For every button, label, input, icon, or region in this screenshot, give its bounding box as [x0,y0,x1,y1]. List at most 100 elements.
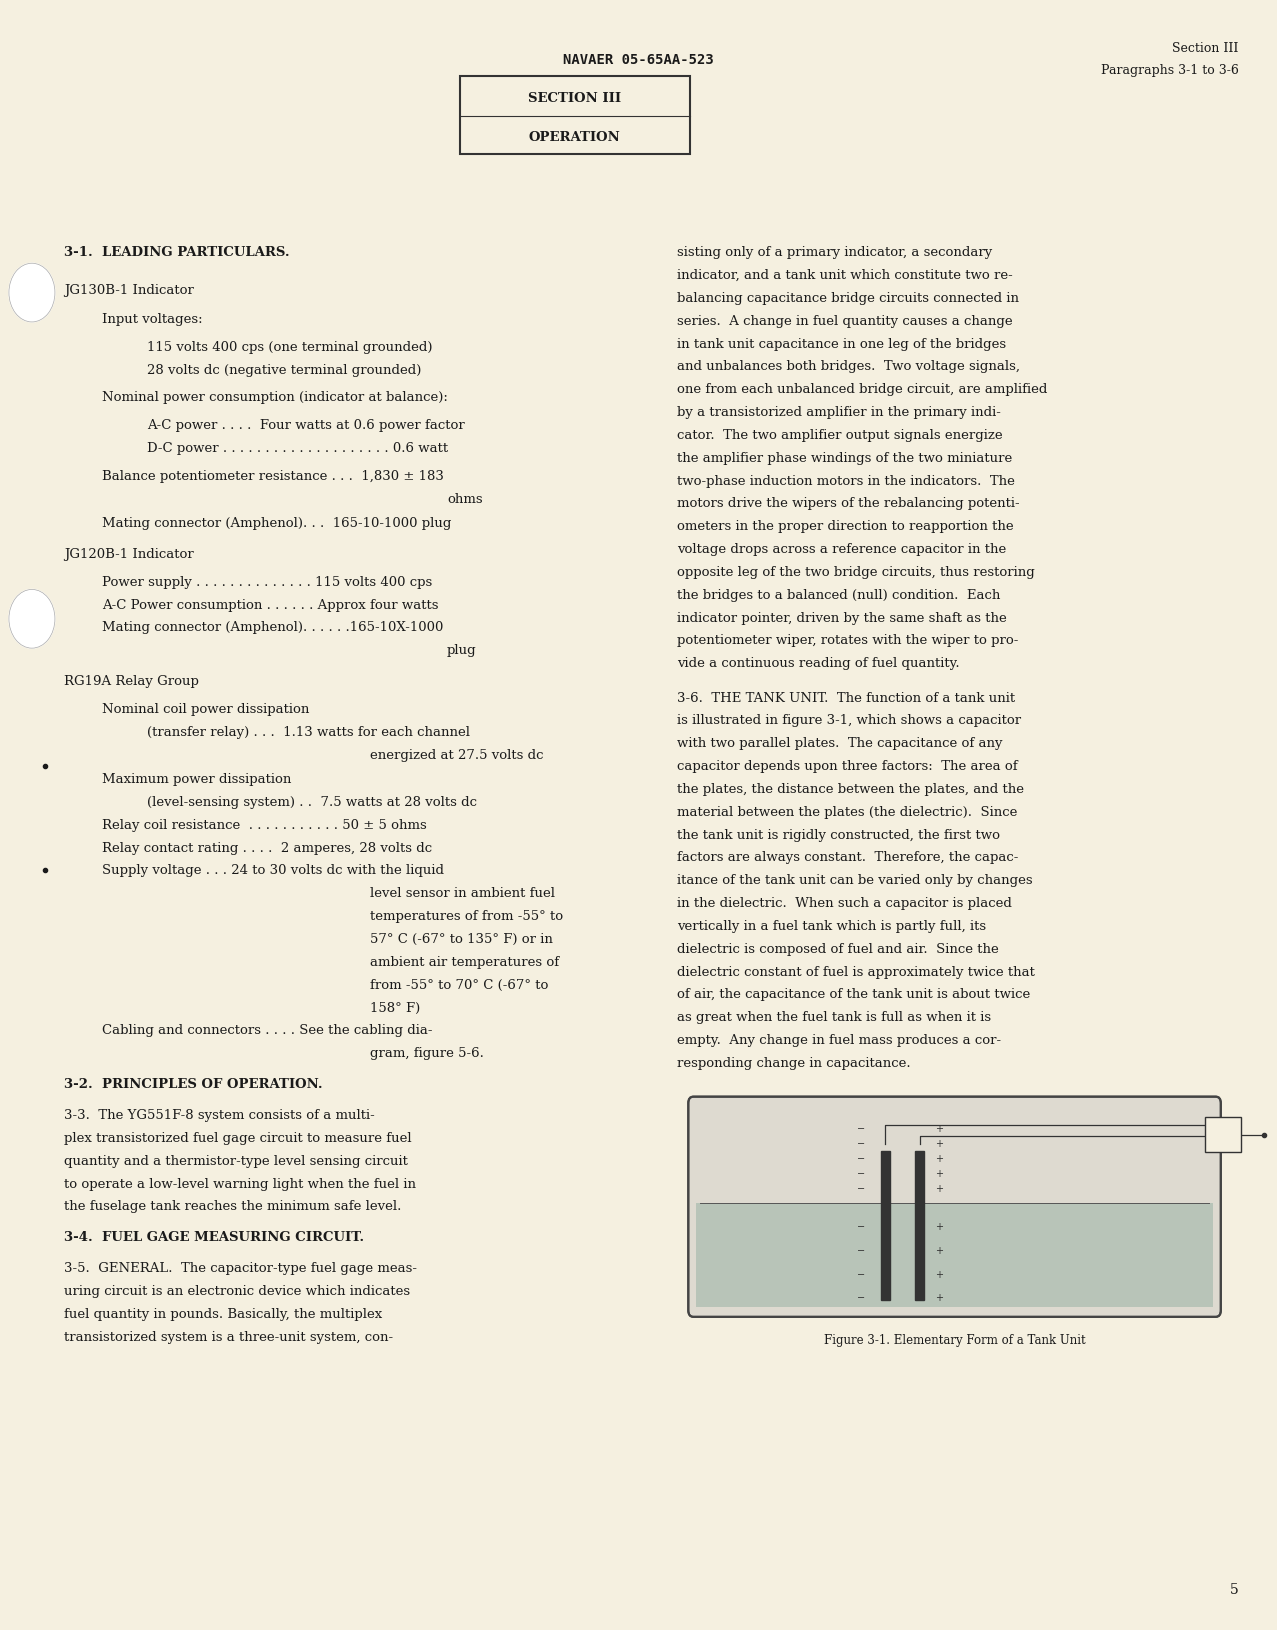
Text: −: − [857,1123,866,1133]
Text: A-C power . . . .  Four watts at 0.6 power factor: A-C power . . . . Four watts at 0.6 powe… [147,419,465,432]
Text: factors are always constant.  Therefore, the capac-: factors are always constant. Therefore, … [677,851,1018,864]
Text: +: + [935,1152,944,1164]
Text: Cabling and connectors . . . . See the cabling dia-: Cabling and connectors . . . . See the c… [102,1024,433,1037]
Text: Nominal power consumption (indicator at balance):: Nominal power consumption (indicator at … [102,391,448,404]
Text: potentiometer wiper, rotates with the wiper to pro-: potentiometer wiper, rotates with the wi… [677,634,1018,647]
Text: ambient air temperatures of: ambient air temperatures of [370,955,559,968]
Text: energized at 27.5 volts dc: energized at 27.5 volts dc [370,748,544,761]
Text: (transfer relay) . . .  1.13 watts for each channel: (transfer relay) . . . 1.13 watts for ea… [147,725,470,738]
FancyBboxPatch shape [688,1097,1221,1317]
Text: of air, the capacitance of the tank unit is about twice: of air, the capacitance of the tank unit… [677,988,1031,1001]
Text: −: − [857,1221,866,1232]
Text: 3-1.  LEADING PARTICULARS.: 3-1. LEADING PARTICULARS. [64,246,290,259]
Text: A-C Power consumption . . . . . . Approx four watts: A-C Power consumption . . . . . . Approx… [102,598,439,611]
Circle shape [9,264,55,323]
Text: Supply voltage . . . 24 to 30 volts dc with the liquid: Supply voltage . . . 24 to 30 volts dc w… [102,864,444,877]
Text: 3-5.  GENERAL.  The capacitor-type fuel gage meas-: 3-5. GENERAL. The capacitor-type fuel ga… [64,1262,416,1275]
FancyBboxPatch shape [460,77,690,155]
Text: dielectric constant of fuel is approximately twice that: dielectric constant of fuel is approxima… [677,965,1034,978]
Text: Balance potentiometer resistance . . .  1,830 ± 183: Balance potentiometer resistance . . . 1… [102,469,444,482]
Text: 28 volts dc (negative terminal grounded): 28 volts dc (negative terminal grounded) [147,363,421,377]
Text: Relay coil resistance  . . . . . . . . . . . 50 ± 5 ohms: Relay coil resistance . . . . . . . . . … [102,818,427,831]
Text: 3-3.  The YG551F-8 system consists of a multi-: 3-3. The YG551F-8 system consists of a m… [64,1108,374,1121]
Text: with two parallel plates.  The capacitance of any: with two parallel plates. The capacitanc… [677,737,1002,750]
Text: Paragraphs 3-1 to 3-6: Paragraphs 3-1 to 3-6 [1101,64,1239,77]
Text: indicator, and a tank unit which constitute two re-: indicator, and a tank unit which constit… [677,269,1013,282]
Text: is illustrated in figure 3-1, which shows a capacitor: is illustrated in figure 3-1, which show… [677,714,1020,727]
Text: voltage drops across a reference capacitor in the: voltage drops across a reference capacit… [677,543,1006,556]
Text: material between the plates (the dielectric).  Since: material between the plates (the dielect… [677,805,1018,818]
Bar [881,1151,890,1301]
Bar [916,1151,925,1301]
Text: +: + [935,1183,944,1193]
Text: one from each unbalanced bridge circuit, are amplified: one from each unbalanced bridge circuit,… [677,383,1047,396]
Text: +: + [935,1169,944,1178]
Text: Input voltages:: Input voltages: [102,313,203,326]
Text: dielectric is composed of fuel and air.  Since the: dielectric is composed of fuel and air. … [677,942,999,955]
Text: capacitor depends upon three factors:  The area of: capacitor depends upon three factors: Th… [677,760,1018,773]
Text: fuel quantity in pounds. Basically, the multiplex: fuel quantity in pounds. Basically, the … [64,1307,382,1320]
Text: the tank unit is rigidly constructed, the first two: the tank unit is rigidly constructed, th… [677,828,1000,841]
Text: Mating connector (Amphenol). . .  165-10-1000 plug: Mating connector (Amphenol). . . 165-10-… [102,517,452,530]
Text: OPERATION: OPERATION [529,130,621,143]
Text: Nominal coil power dissipation: Nominal coil power dissipation [102,703,309,716]
Text: Figure 3-1. Elementary Form of a Tank Unit: Figure 3-1. Elementary Form of a Tank Un… [824,1333,1085,1346]
Text: D-C power . . . . . . . . . . . . . . . . . . . . 0.6 watt: D-C power . . . . . . . . . . . . . . . … [147,442,448,455]
Text: in the dielectric.  When such a capacitor is placed: in the dielectric. When such a capacitor… [677,897,1011,910]
Text: motors drive the wipers of the rebalancing potenti-: motors drive the wipers of the rebalanci… [677,497,1019,510]
Text: gram, figure 5-6.: gram, figure 5-6. [370,1046,484,1060]
Text: opposite leg of the two bridge circuits, thus restoring: opposite leg of the two bridge circuits,… [677,566,1034,579]
Text: +: + [935,1221,944,1232]
Text: 57° C (-67° to 135° F) or in: 57° C (-67° to 135° F) or in [370,932,553,945]
Text: +: + [935,1293,944,1302]
Text: two-phase induction motors in the indicators.  The: two-phase induction motors in the indica… [677,474,1015,487]
Text: Mating connector (Amphenol). . . . . .165-10X-1000: Mating connector (Amphenol). . . . . .16… [102,621,443,634]
Text: quantity and a thermistor-type level sensing circuit: quantity and a thermistor-type level sen… [64,1154,407,1167]
Text: −: − [857,1183,866,1193]
Text: SECTION III: SECTION III [529,91,621,104]
Text: −: − [857,1293,866,1302]
Circle shape [9,590,55,649]
Text: +: + [935,1123,944,1133]
Text: sisting only of a primary indicator, a secondary: sisting only of a primary indicator, a s… [677,246,992,259]
Text: 3-2.  PRINCIPLES OF OPERATION.: 3-2. PRINCIPLES OF OPERATION. [64,1077,323,1090]
Text: −: − [857,1169,866,1178]
Text: 158° F): 158° F) [370,1001,420,1014]
Text: the plates, the distance between the plates, and the: the plates, the distance between the pla… [677,782,1024,795]
Text: as great when the fuel tank is full as when it is: as great when the fuel tank is full as w… [677,1011,991,1024]
Text: balancing capacitance bridge circuits connected in: balancing capacitance bridge circuits co… [677,292,1019,305]
Text: JG130B-1 Indicator: JG130B-1 Indicator [64,284,194,297]
Text: RG19A Relay Group: RG19A Relay Group [64,675,199,688]
Text: empty.  Any change in fuel mass produces a cor-: empty. Any change in fuel mass produces … [677,1033,1001,1046]
Text: from -55° to 70° C (-67° to: from -55° to 70° C (-67° to [370,978,549,991]
Text: −: − [857,1268,866,1280]
Text: Relay contact rating . . . .  2 amperes, 28 volts dc: Relay contact rating . . . . 2 amperes, … [102,841,433,854]
Bar [696,1203,1213,1307]
Text: −: − [857,1138,866,1148]
Text: in tank unit capacitance in one leg of the bridges: in tank unit capacitance in one leg of t… [677,337,1006,350]
Text: +: + [935,1138,944,1148]
Text: ohms: ohms [447,492,483,505]
Text: 115 volts 400 cps (one terminal grounded): 115 volts 400 cps (one terminal grounded… [147,341,433,354]
Text: responding change in capacitance.: responding change in capacitance. [677,1056,911,1069]
Text: itance of the tank unit can be varied only by changes: itance of the tank unit can be varied on… [677,874,1032,887]
Text: the bridges to a balanced (null) condition.  Each: the bridges to a balanced (null) conditi… [677,588,1000,601]
Text: (level-sensing system) . .  7.5 watts at 28 volts dc: (level-sensing system) . . 7.5 watts at … [147,795,476,808]
Text: vide a continuous reading of fuel quantity.: vide a continuous reading of fuel quanti… [677,657,959,670]
Text: series.  A change in fuel quantity causes a change: series. A change in fuel quantity causes… [677,315,1013,328]
Text: +: + [935,1268,944,1280]
Text: transistorized system is a three-unit system, con-: transistorized system is a three-unit sy… [64,1330,393,1343]
Text: 3-6.  THE TANK UNIT.  The function of a tank unit: 3-6. THE TANK UNIT. The function of a ta… [677,691,1015,704]
Text: +: + [935,1245,944,1255]
Text: Power supply . . . . . . . . . . . . . . 115 volts 400 cps: Power supply . . . . . . . . . . . . . .… [102,575,433,588]
Text: Section III: Section III [1172,42,1239,55]
Text: JG120B-1 Indicator: JG120B-1 Indicator [64,548,194,561]
Text: and unbalances both bridges.  Two voltage signals,: and unbalances both bridges. Two voltage… [677,360,1020,373]
Text: cator.  The two amplifier output signals energize: cator. The two amplifier output signals … [677,429,1002,442]
Text: uring circuit is an electronic device which indicates: uring circuit is an electronic device wh… [64,1284,410,1297]
Text: −: − [857,1152,866,1164]
Text: the fuselage tank reaches the minimum safe level.: the fuselage tank reaches the minimum sa… [64,1200,401,1213]
Text: Maximum power dissipation: Maximum power dissipation [102,773,291,786]
Text: plug: plug [447,644,476,657]
Text: ometers in the proper direction to reapportion the: ometers in the proper direction to reapp… [677,520,1014,533]
